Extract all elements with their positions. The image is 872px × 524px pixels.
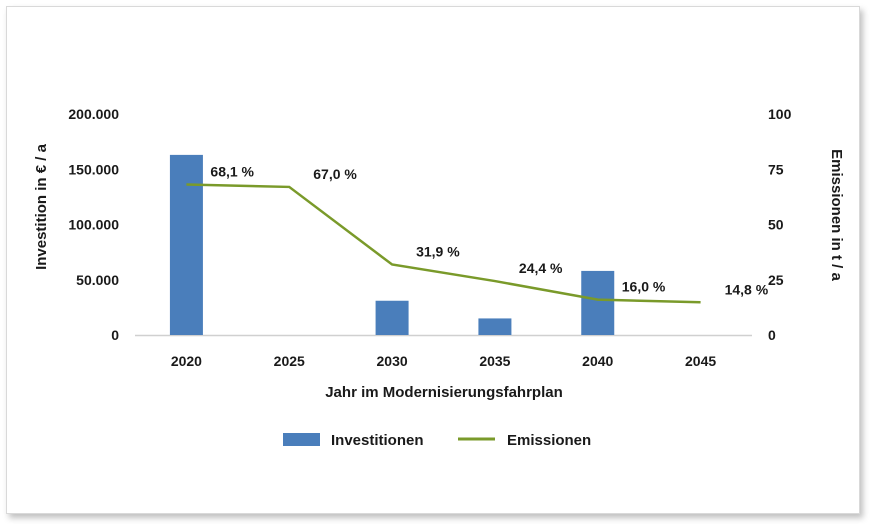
series-line-emissionen <box>186 183 701 304</box>
y-left-tick-label: 100.000 <box>68 217 119 233</box>
legend-label-emissionen: Emissionen <box>507 432 591 449</box>
legend-swatch-investitionen <box>283 433 320 446</box>
y-left-tick-label: 200.000 <box>68 106 119 122</box>
data-label-emissionen: 67,0 % <box>313 166 357 182</box>
bar-investitionen <box>375 300 409 335</box>
bar-investitionen <box>581 270 615 335</box>
legend-label-investitionen: Investitionen <box>331 432 424 449</box>
data-label-emissionen: 14,8 % <box>725 281 769 297</box>
data-label-emissionen: 68,1 % <box>210 163 254 179</box>
x-tick-label: 2025 <box>274 353 305 369</box>
y-axis-right-title: Emissionen in t / a <box>828 149 845 281</box>
x-axis-title: Jahr im Modernisierungsfahrplan <box>325 384 563 401</box>
y-axis-left-title: Investition in € / a <box>33 143 50 270</box>
x-tick-label: 2030 <box>377 353 408 369</box>
y-right-tick-label: 50 <box>768 217 784 233</box>
bar-investitionen <box>169 154 203 335</box>
y-left-tick-label: 0 <box>111 327 119 343</box>
y-right-tick-label: 100 <box>768 106 792 122</box>
y-left-tick-label: 50.000 <box>76 272 119 288</box>
data-label-emissionen: 16,0 % <box>622 279 666 295</box>
y-right-tick-label: 0 <box>768 327 776 343</box>
x-tick-label: 2020 <box>171 353 202 369</box>
x-tick-label: 2035 <box>479 353 510 369</box>
legend: Investitionen Emissionen <box>283 432 591 449</box>
bar-investitionen <box>478 318 512 335</box>
x-tick-label: 2040 <box>582 353 613 369</box>
chart-frame <box>6 6 860 514</box>
data-label-emissionen: 24,4 % <box>519 260 563 276</box>
y-right-tick-label: 25 <box>768 272 784 288</box>
y-left-tick-label: 150.000 <box>68 161 119 177</box>
data-label-emissionen: 31,9 % <box>416 244 460 260</box>
y-right-tick-label: 75 <box>768 161 784 177</box>
x-tick-label: 2045 <box>685 353 716 369</box>
